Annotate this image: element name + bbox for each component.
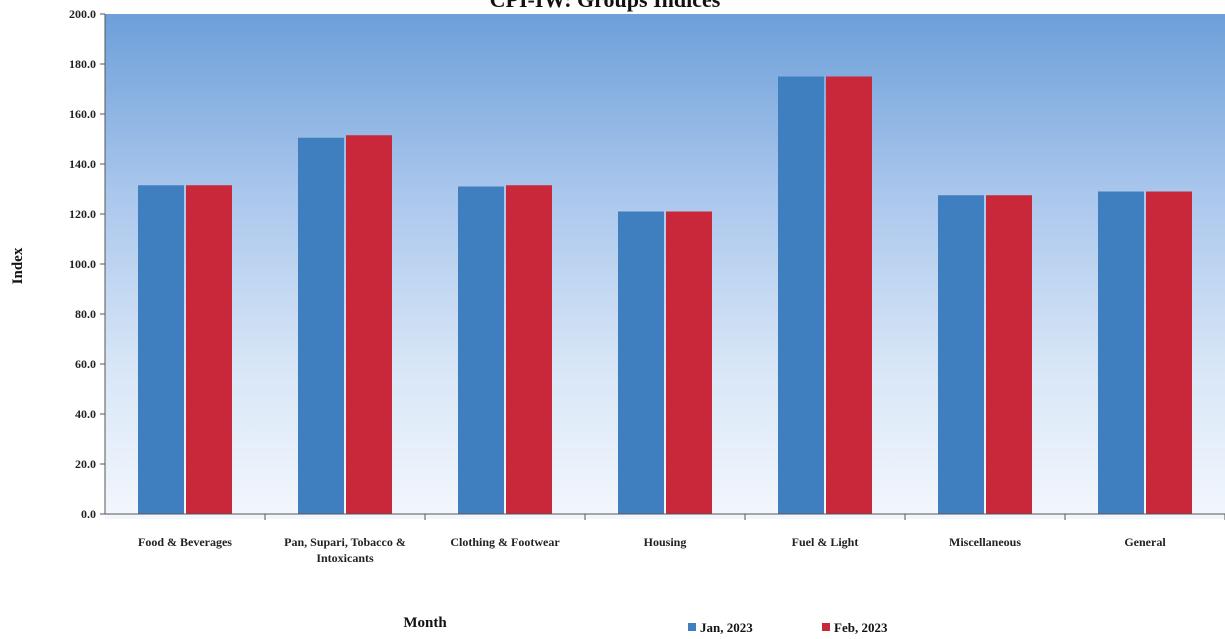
x-category-label-line: Housing: [644, 535, 687, 549]
y-tick-label: 20.0: [75, 457, 96, 471]
bars: [138, 76, 1192, 514]
y-tick-label: 0.0: [81, 507, 96, 521]
x-category-label: Pan, Supari, Tobacco & Intoxicants: [284, 535, 406, 565]
plot-area: [105, 14, 1225, 519]
legend-swatch: [822, 623, 830, 631]
legend: Jan, 2023 Feb, 2023: [688, 620, 888, 635]
bar: [1098, 191, 1144, 514]
y-tick-label: 200.0: [69, 7, 96, 21]
y-tick-label: 60.0: [75, 357, 96, 371]
x-category-label: General: [1124, 535, 1166, 549]
legend-label: Jan, 2023: [700, 620, 753, 635]
bar: [826, 76, 872, 514]
y-tick-label: 140.0: [69, 157, 96, 171]
y-axis-title: Index: [10, 247, 26, 284]
x-axis-title: Month: [403, 615, 447, 631]
x-category-label-line: Miscellaneous: [949, 535, 1021, 549]
bar: [346, 135, 392, 514]
x-category-label-line: Clothing & Footwear: [450, 535, 560, 549]
y-axis: 0.0 20.0 40.0 60.0 80.0 100.0 120.0 140.0 160.0 1…: [69, 7, 106, 521]
bar: [506, 185, 552, 514]
legend-swatch: [688, 623, 696, 631]
x-category-label: Food & Beverages: [138, 535, 232, 549]
y-tick-label: 180.0: [69, 57, 96, 71]
bar: [458, 186, 504, 514]
x-category-label-line: Food & Beverages: [138, 535, 232, 549]
bar: [666, 211, 712, 514]
x-category-label: Housing: [644, 535, 687, 549]
x-category-label-line: Intoxicants: [316, 551, 374, 565]
bar: [1146, 191, 1192, 514]
bar: [778, 76, 824, 514]
x-category-label-line: General: [1124, 535, 1166, 549]
chart-title: CPI-IW: Groups Indices: [490, 0, 721, 12]
x-axis: Food & Beverages Pan, Supari, Tobacco & In…: [105, 513, 1225, 565]
bar: [186, 185, 232, 514]
y-tick-label: 120.0: [69, 207, 96, 221]
y-tick-label: 80.0: [75, 307, 96, 321]
x-category-label: Clothing & Footwear: [450, 535, 560, 549]
bar: [298, 137, 344, 514]
x-category-label: Miscellaneous: [949, 535, 1021, 549]
x-category-label-line: Fuel & Light: [792, 535, 859, 549]
bar: [138, 185, 184, 514]
x-category-label: Fuel & Light: [792, 535, 859, 549]
y-tick-label: 160.0: [69, 107, 96, 121]
legend-label: Feb, 2023: [834, 620, 888, 635]
y-tick-label: 40.0: [75, 407, 96, 421]
x-category-label-line: Pan, Supari, Tobacco &: [284, 535, 406, 549]
bar: [618, 211, 664, 514]
bar: [986, 195, 1032, 514]
bar: [938, 195, 984, 514]
y-tick-label: 100.0: [69, 257, 96, 271]
